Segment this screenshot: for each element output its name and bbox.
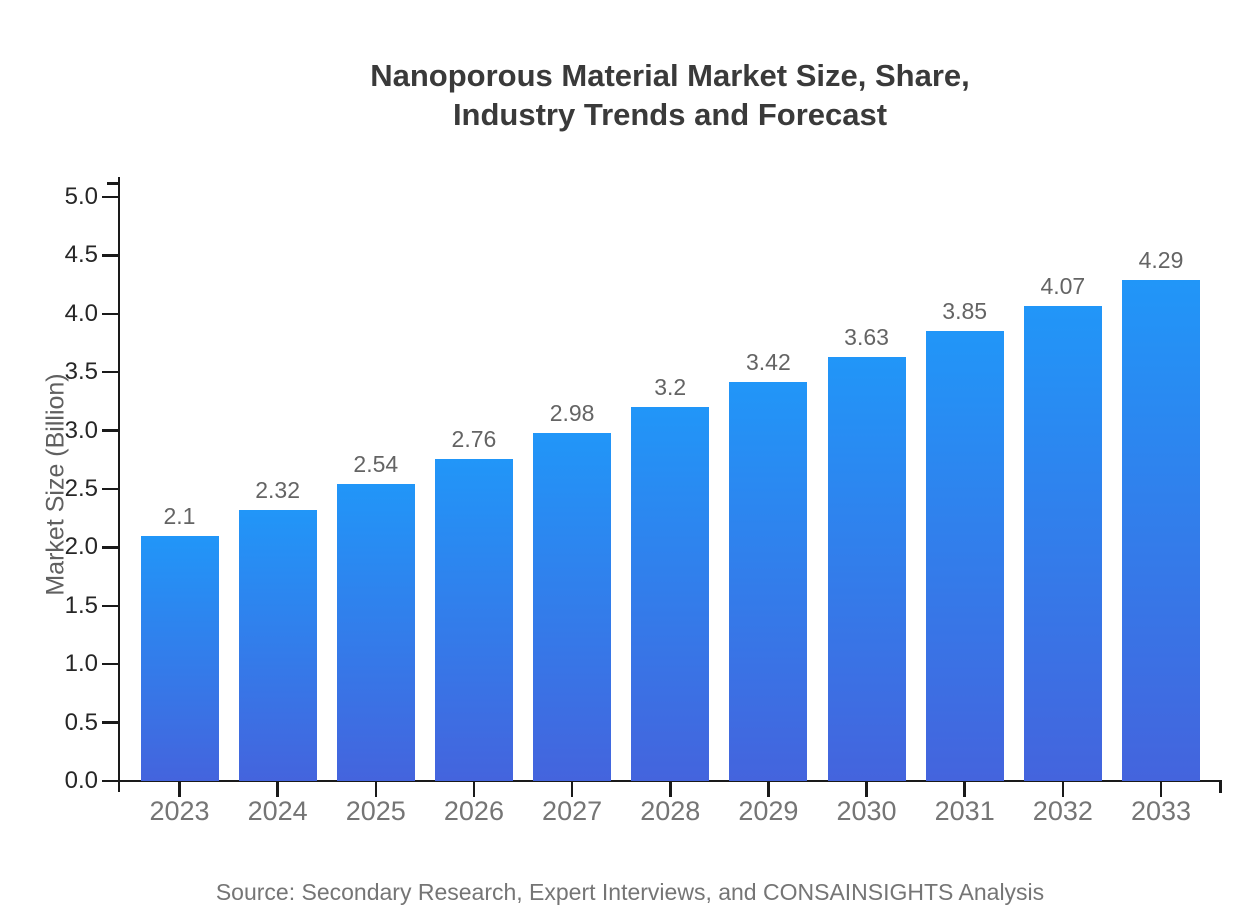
y-tick xyxy=(102,604,120,608)
source-note: Source: Secondary Research, Expert Inter… xyxy=(215,879,1045,905)
y-tick-label: 0.5 xyxy=(64,708,98,736)
bar-value-label: 3.42 xyxy=(746,348,791,375)
bar xyxy=(1023,305,1102,781)
y-tick-label: 1.5 xyxy=(64,591,98,619)
x-tick-label: 2023 xyxy=(149,796,210,826)
bar-value-label: 3.2 xyxy=(654,374,687,401)
bar xyxy=(434,458,513,781)
bar xyxy=(140,535,219,781)
x-tick-label: 2031 xyxy=(934,796,995,826)
x-tick xyxy=(865,781,868,797)
x-tick xyxy=(669,781,672,797)
y-tick xyxy=(102,370,120,374)
bar xyxy=(827,357,906,781)
x-tick-label: 2029 xyxy=(738,796,799,826)
bar-value-label: 3.63 xyxy=(844,324,889,351)
x-tick-label: 2025 xyxy=(345,796,406,826)
x-tick xyxy=(1159,781,1163,797)
x-tick xyxy=(963,781,966,797)
y-tick-label: 4.5 xyxy=(64,241,98,269)
y-tick-label: 3.0 xyxy=(64,416,98,444)
chart-title-line-1: Nanoporous Material Market Size, Share, xyxy=(370,58,970,93)
y-tick-label: 1.0 xyxy=(64,650,98,678)
x-tick-label: 2028 xyxy=(640,796,701,826)
chart-title: Nanoporous Material Market Size, Share, … xyxy=(120,56,1220,134)
bar xyxy=(533,432,612,781)
y-tick xyxy=(102,487,120,491)
bar-value-label: 4.07 xyxy=(1040,272,1086,299)
bar xyxy=(238,510,317,781)
x-axis-end-cap xyxy=(1219,781,1222,793)
y-tick xyxy=(102,429,120,432)
bar xyxy=(925,331,1004,781)
y-tick-label: 4.0 xyxy=(64,299,98,327)
y-tick xyxy=(102,662,120,666)
y-tick xyxy=(102,195,120,199)
bar xyxy=(729,381,808,781)
bar-value-label: 3.85 xyxy=(942,298,988,325)
x-tick xyxy=(1061,781,1065,797)
y-tick xyxy=(102,312,120,316)
x-tick xyxy=(767,781,770,797)
bar-value-label: 4.29 xyxy=(1138,246,1184,273)
x-tick xyxy=(570,781,574,797)
bar xyxy=(336,484,415,781)
x-tick xyxy=(472,781,476,797)
y-tick-label: 0.0 xyxy=(64,767,98,794)
chart-title-line-2: Industry Trends and Forecast xyxy=(452,97,888,132)
x-tick xyxy=(374,781,378,797)
bar-value-label: 2.76 xyxy=(451,425,497,452)
bar xyxy=(631,407,710,781)
y-tick xyxy=(102,254,120,257)
x-tick-label: 2027 xyxy=(542,796,603,826)
x-tick-label: 2026 xyxy=(443,796,504,826)
x-tick-label: 2024 xyxy=(247,796,308,826)
x-tick xyxy=(178,781,181,797)
bar xyxy=(1122,279,1200,781)
y-tick xyxy=(102,721,120,724)
y-axis-line xyxy=(117,177,120,792)
bar-value-label: 2.98 xyxy=(549,399,595,426)
y-tick-label: 2.5 xyxy=(64,475,98,502)
x-tick-label: 2030 xyxy=(836,796,897,826)
y-tick xyxy=(102,546,120,549)
x-tick-label: 2033 xyxy=(1130,796,1192,826)
x-tick xyxy=(276,781,279,797)
y-tick-label: 5.0 xyxy=(64,183,98,210)
bar-value-label: 2.1 xyxy=(163,502,196,529)
y-tick-label: 3.5 xyxy=(64,358,98,386)
y-axis-end-cap xyxy=(107,182,120,185)
y-tick xyxy=(102,779,120,783)
x-tick-label: 2032 xyxy=(1032,796,1093,826)
bar-value-label: 2.54 xyxy=(353,451,399,478)
bar-value-label: 2.32 xyxy=(255,477,301,504)
y-tick-label: 2.0 xyxy=(64,533,98,561)
x-axis-line xyxy=(107,779,1222,783)
